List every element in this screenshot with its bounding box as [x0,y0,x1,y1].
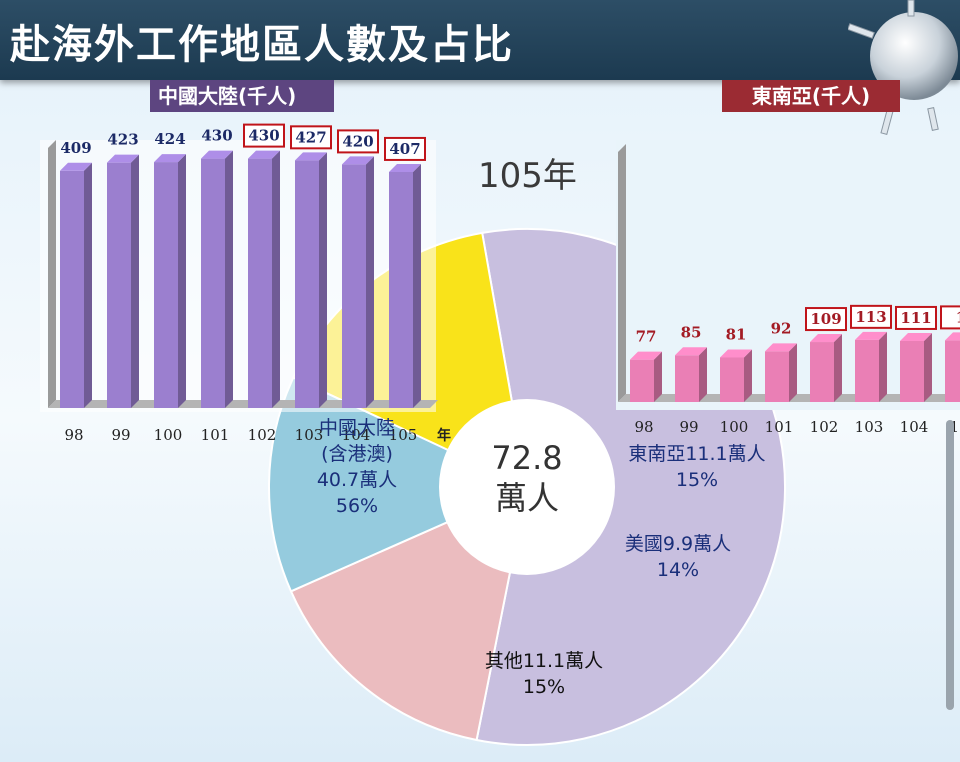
page-title: 赴海外工作地區人數及占比 [10,22,514,68]
sea-side-wall [618,144,626,402]
china-bar [295,152,327,408]
pie-label-china: 56% [336,495,378,517]
sea-chart-title: 東南亞(千人) [722,80,900,112]
china-value-label: 430 [201,127,232,145]
china-value-label: 430 [248,127,279,145]
pie-center-hole [439,399,615,575]
china-tick-label: 105 [389,426,418,444]
china-value-label: 423 [107,131,138,149]
pie-label-other: 其他11.1萬人 [485,650,603,672]
decorative-sphere-icon [848,0,958,135]
china-value-label: 424 [154,130,185,148]
china-highlight-box [290,125,332,150]
pie-label-other: 15% [523,676,565,698]
china-bar [154,154,186,408]
china-tick-label: 104 [342,426,371,444]
sea-highlight-box [895,305,937,330]
china-bar [248,150,280,408]
china-tick-label: 101 [201,426,230,444]
sea-tick-label: 99 [679,418,698,436]
sea-tick-label: 101 [765,418,794,436]
sea-highlight-box [805,307,847,332]
sea-highlight-box [940,305,960,330]
pie-label-sea: 東南亞11.1萬人 [628,443,765,465]
china-bar [60,162,92,408]
pie-center-unit: 萬人 [494,479,559,517]
sea-tick-label: 10 [949,418,960,436]
china-bar [389,163,421,408]
pie-center-value: 72.8 [491,439,563,477]
china-highlight-box [337,129,379,154]
china-value-label: 420 [342,132,373,150]
sea-value-label: 92 [771,319,792,337]
sea-value-label: 81 [726,325,747,343]
china-tick-label: 98 [64,426,83,444]
china-highlight-box [384,136,426,161]
sea-value-label: 77 [636,328,657,346]
china-tick-label: 103 [295,426,324,444]
pie-center-total: 72.8 萬人 [440,438,614,518]
sea-bar [945,332,960,402]
sea-bar [855,331,887,402]
sea-highlight-box [850,304,892,329]
china-floor [48,400,438,408]
sea-value-label: 85 [681,323,702,341]
pie-year-label: 105年 [478,156,577,196]
sea-tick-label: 104 [900,418,929,436]
sea-bar [675,347,707,402]
china-x-axis-label: 年 [437,427,451,444]
china-bar [107,154,139,408]
sea-bar [900,332,932,402]
scrollbar[interactable] [946,420,954,710]
sea-tick-label: 103 [855,418,884,436]
china-tick-label: 100 [154,426,183,444]
sea-bar [720,349,752,402]
china-chart-title: 中國大陸(千人) [150,80,334,112]
sea-tick-label: 102 [810,418,839,436]
pie-label-usa: 美國9.9萬人 [625,533,731,555]
sea-bar [765,343,797,402]
china-highlight-box [243,123,285,148]
pie-label-china: 40.7萬人 [317,469,397,491]
china-value-label: 409 [60,139,91,157]
sea-bar [630,351,662,402]
china-value-label: 427 [295,128,326,146]
china-tick-label: 99 [111,426,130,444]
china-bar [342,156,374,408]
pie-label-usa: 14% [657,559,699,581]
title-bar: 赴海外工作地區人數及占比 [0,0,960,80]
pie-label-china: (含港澳) [321,443,393,465]
sea-bar [810,334,842,402]
china-tick-label: 102 [248,426,277,444]
sea-value-label: 1 [956,308,960,326]
sea-value-label: 113 [855,308,886,326]
china-value-label: 407 [389,140,420,158]
pie-label-sea: 15% [676,469,718,491]
sea-tick-label: 100 [720,418,749,436]
sea-value-label: 111 [900,309,931,327]
china-side-wall [48,140,56,408]
sea-tick-label: 98 [634,418,653,436]
china-bar [201,150,233,408]
pie-label-china: 中國大陸 [319,417,395,439]
sea-value-label: 109 [810,310,841,328]
